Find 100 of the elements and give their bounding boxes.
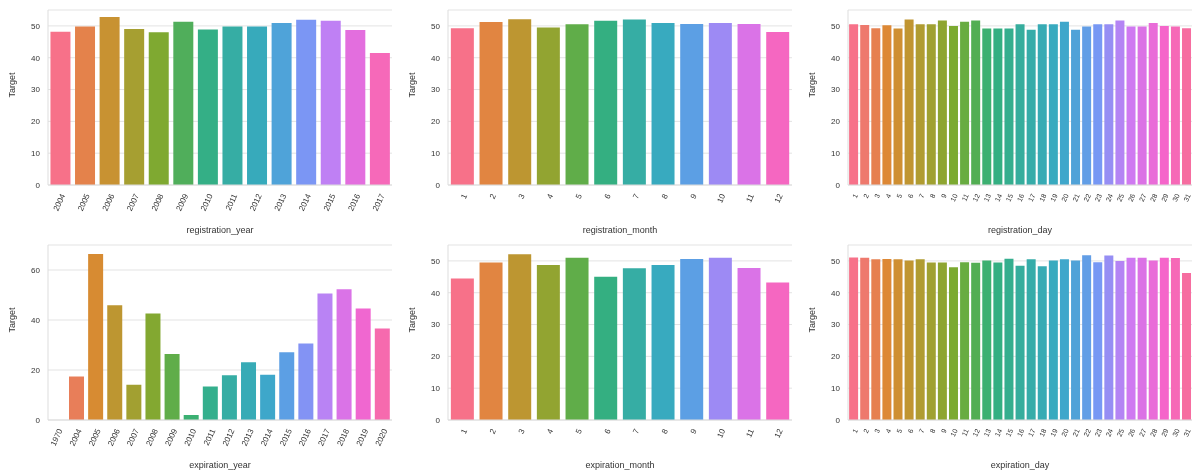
bar (1182, 28, 1192, 185)
y-tick-label: 20 (431, 117, 441, 127)
y-tick-label: 10 (431, 149, 441, 159)
y-tick-label: 20 (31, 117, 41, 127)
y-tick-label: 40 (431, 288, 441, 298)
y-axis-title: Target (407, 71, 418, 98)
bar (317, 293, 333, 420)
y-tick-label: 20 (831, 352, 841, 362)
bar (75, 26, 96, 185)
bar (1059, 21, 1069, 185)
bar (1015, 24, 1025, 185)
bar (594, 20, 618, 185)
bar (1082, 26, 1092, 185)
x-tick-label: 10 (715, 426, 728, 440)
bar (355, 308, 371, 420)
bar (971, 20, 981, 185)
y-tick-label: 50 (31, 21, 41, 31)
x-tick-label: 2020 (373, 426, 390, 448)
x-tick-label: 8 (659, 191, 671, 201)
x-tick-label: 2008 (149, 191, 166, 213)
bar (126, 384, 142, 420)
bar (99, 17, 120, 185)
bar (960, 21, 970, 185)
bar (88, 254, 104, 420)
bar (882, 259, 892, 420)
bar (1071, 260, 1081, 420)
x-tick-label: 12 (772, 426, 785, 440)
bar (202, 386, 218, 420)
bar (982, 28, 992, 185)
y-axis-title: Target (7, 71, 18, 98)
bar (450, 28, 474, 185)
bar (993, 262, 1003, 420)
bar (479, 22, 503, 185)
y-tick-label: 50 (431, 256, 441, 266)
x-tick-label: 3 (516, 426, 527, 436)
bar (948, 267, 958, 420)
x-tick-label: 9 (688, 426, 699, 436)
bar (1170, 26, 1180, 185)
bar (708, 23, 732, 185)
x-tick-label: 5 (573, 191, 585, 201)
bar (594, 276, 618, 420)
y-tick-label: 0 (35, 180, 41, 190)
y-tick-label: 0 (835, 415, 841, 425)
x-tick-label: 11 (744, 191, 757, 204)
bar (860, 257, 870, 420)
bar (450, 278, 474, 420)
y-tick-label: 30 (431, 320, 441, 330)
x-tick-label: 2014 (297, 191, 314, 213)
x-tick-label: 2012 (248, 191, 265, 213)
x-tick-label: 2005 (76, 191, 93, 213)
bar (971, 262, 981, 420)
bar (926, 24, 936, 185)
y-tick-label: 40 (31, 53, 41, 63)
x-tick-label: 2004 (67, 426, 84, 448)
bar (766, 282, 790, 420)
bar (1115, 20, 1125, 185)
y-axis-title: Target (7, 306, 18, 333)
y-axis-title: Target (807, 71, 818, 98)
x-tick-label: 10 (715, 191, 728, 205)
bar (1159, 257, 1169, 420)
x-tick-label: 2006 (106, 426, 123, 448)
x-tick-label: 2016 (346, 191, 363, 213)
bar (1148, 260, 1158, 420)
x-tick-label: 2014 (259, 426, 275, 448)
bar (893, 28, 903, 185)
bar (982, 260, 992, 420)
y-tick-label: 0 (35, 415, 41, 425)
x-tick-label: 9 (688, 191, 699, 201)
bar (680, 24, 704, 185)
bar (69, 376, 85, 420)
y-tick-label: 30 (831, 320, 841, 330)
bar (708, 257, 732, 420)
x-tick-label: 5 (573, 426, 585, 436)
bar (915, 259, 925, 420)
y-tick-label: 40 (831, 53, 841, 63)
bar (904, 260, 914, 420)
y-axis-title: Target (407, 306, 418, 333)
bar (1148, 23, 1158, 185)
bar (622, 19, 646, 185)
x-axis-title: registration_day (987, 225, 1053, 235)
bar (279, 352, 295, 420)
bar (369, 52, 390, 185)
y-tick-label: 0 (435, 180, 441, 190)
bar (1037, 24, 1047, 185)
bar (893, 259, 903, 420)
bar (1037, 266, 1047, 420)
y-tick-label: 0 (835, 180, 841, 190)
bar (871, 259, 881, 420)
bar (651, 265, 675, 420)
x-tick-label: 2012 (220, 426, 237, 448)
x-tick-label: 2004 (51, 191, 68, 213)
y-tick-label: 50 (431, 21, 441, 31)
bar (260, 374, 276, 420)
bar (508, 254, 532, 420)
x-tick-label: 2017 (371, 191, 387, 213)
bar (1182, 273, 1192, 420)
bar (1015, 265, 1025, 420)
x-tick-label: 6 (602, 426, 613, 436)
x-tick-label: 1 (459, 426, 470, 436)
bar (1104, 24, 1114, 185)
